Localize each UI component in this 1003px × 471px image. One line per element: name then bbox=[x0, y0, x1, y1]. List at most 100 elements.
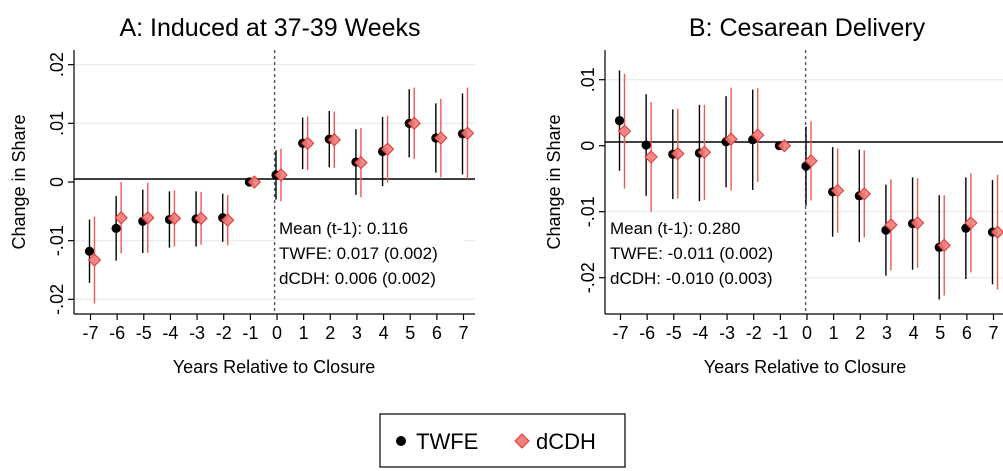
twfe-point bbox=[614, 116, 625, 126]
panel-a-marks bbox=[84, 87, 475, 304]
dcdh-point bbox=[221, 213, 235, 227]
x-tick-label: -4 bbox=[162, 323, 178, 343]
x-tick-label: -1 bbox=[242, 323, 258, 343]
x-tick-label: 1 bbox=[829, 323, 839, 343]
x-tick-label: 5 bbox=[405, 323, 415, 343]
y-tick-label: -.02 bbox=[47, 284, 67, 315]
panel-b-xlabel: Years Relative to Closure bbox=[704, 357, 906, 377]
panel-b-title: B: Cesarean Delivery bbox=[689, 14, 926, 42]
panel-b-ylabel: Change in Share bbox=[544, 114, 564, 249]
x-tick-label: 0 bbox=[272, 323, 282, 343]
dcdh-point bbox=[937, 238, 951, 253]
dcdh-point bbox=[910, 216, 925, 230]
panel-b-y-ticks: -.02 -.01 0 .01 bbox=[578, 67, 605, 293]
panel-b-annotation-box bbox=[608, 212, 800, 294]
x-tick-label: 4 bbox=[379, 323, 389, 343]
dcdh-point bbox=[87, 253, 102, 267]
legend-dcdh-marker bbox=[514, 433, 530, 449]
legend-twfe-marker bbox=[396, 436, 406, 446]
panel-a-annotation-box bbox=[276, 212, 464, 294]
x-tick-label: 6 bbox=[962, 323, 972, 343]
dcdh-point bbox=[697, 145, 712, 160]
legend-twfe-label: TWFE bbox=[416, 429, 478, 454]
dcdh-point bbox=[671, 146, 685, 161]
dcdh-point bbox=[434, 131, 448, 145]
dcdh-point bbox=[830, 183, 845, 198]
x-tick-label: 3 bbox=[352, 323, 362, 343]
x-tick-label: -6 bbox=[109, 323, 125, 343]
panel-b-marks bbox=[614, 70, 1003, 300]
x-tick-label: 2 bbox=[325, 323, 335, 343]
dcdh-point bbox=[380, 142, 395, 156]
y-tick-label: 0 bbox=[47, 177, 67, 187]
panel-b-note-twfe: TWFE: -0.011 (0.002) bbox=[610, 244, 773, 263]
x-tick-label: 3 bbox=[882, 323, 892, 343]
x-tick-label: -7 bbox=[612, 323, 628, 343]
y-tick-label: .01 bbox=[47, 111, 67, 136]
dcdh-point bbox=[247, 175, 262, 189]
panel-a-title: A: Induced at 37-39 Weeks bbox=[119, 14, 420, 42]
dcdh-point bbox=[167, 211, 182, 226]
x-tick-label: -6 bbox=[639, 323, 655, 343]
dcdh-point bbox=[141, 211, 155, 225]
dcdh-point bbox=[751, 128, 765, 142]
y-tick-label: -.01 bbox=[47, 225, 67, 256]
x-tick-label: 1 bbox=[299, 323, 309, 343]
dcdh-point bbox=[804, 154, 818, 168]
x-tick-label: 7 bbox=[458, 323, 468, 343]
x-tick-label: -2 bbox=[216, 323, 232, 343]
dcdh-point bbox=[300, 136, 315, 150]
panel-b-note-dcdh: dCDH: -0.010 (0.003) bbox=[610, 269, 773, 288]
x-tick-label: -3 bbox=[719, 323, 735, 343]
y-tick-label: .02 bbox=[47, 52, 67, 77]
x-tick-label: 6 bbox=[432, 323, 442, 343]
dcdh-point bbox=[990, 225, 1003, 239]
y-tick-label: -.01 bbox=[578, 196, 598, 227]
legend: TWFE dCDH bbox=[379, 413, 626, 468]
twfe-point bbox=[111, 223, 121, 233]
panel-a-note-mean: Mean (t-1): 0.116 bbox=[279, 219, 408, 238]
y-tick-label: .01 bbox=[578, 67, 598, 92]
panel-a-y-ticks: -.02 -.01 0 .01 .02 bbox=[47, 52, 74, 315]
panel-b: B: Cesarean Delivery -.02 -.01 0 .01 -7 -6 -5… bbox=[544, 14, 1003, 377]
x-tick-label: 4 bbox=[909, 323, 919, 343]
dcdh-point bbox=[354, 155, 368, 170]
dcdh-point bbox=[407, 116, 421, 131]
panel-a-note-dcdh: dCDH: 0.006 (0.002) bbox=[279, 269, 436, 288]
panel-a-note-twfe: TWFE: 0.017 (0.002) bbox=[279, 244, 438, 263]
dcdh-point bbox=[884, 218, 898, 232]
dcdh-point bbox=[327, 133, 341, 147]
x-tick-label: -7 bbox=[82, 323, 98, 343]
x-tick-label: -5 bbox=[136, 323, 152, 343]
x-tick-label: 5 bbox=[935, 323, 945, 343]
dcdh-point bbox=[724, 132, 738, 146]
panel-a-xlabel: Years Relative to Closure bbox=[173, 357, 375, 377]
twfe-point bbox=[641, 140, 651, 150]
x-tick-label: 0 bbox=[802, 323, 812, 343]
x-tick-label: -3 bbox=[189, 323, 205, 343]
panel-a-ylabel: Change in Share bbox=[9, 114, 29, 249]
panel-a: A: Induced at 37-39 Weeks -.02 -.01 0 .01 .0… bbox=[9, 14, 475, 377]
dcdh-point bbox=[194, 211, 208, 226]
legend-dcdh-label: dCDH bbox=[536, 429, 596, 454]
y-tick-label: -.02 bbox=[578, 262, 598, 293]
dcdh-point bbox=[964, 216, 978, 230]
x-tick-label: 7 bbox=[988, 323, 998, 343]
dcdh-point bbox=[114, 211, 128, 225]
x-tick-label: -5 bbox=[666, 323, 682, 343]
y-tick-label: 0 bbox=[578, 141, 598, 151]
x-tick-label: -2 bbox=[746, 323, 762, 343]
panel-b-x-ticks: -7 -6 -5 -4 -3 -2 -1 0 1 2 3 4 5 6 7 bbox=[612, 314, 999, 343]
x-tick-label: 2 bbox=[855, 323, 865, 343]
panel-b-note-mean: Mean (t-1): 0.280 bbox=[610, 219, 740, 238]
x-tick-label: -1 bbox=[772, 323, 788, 343]
twfe-point bbox=[84, 246, 95, 256]
dcdh-point bbox=[777, 138, 792, 153]
dcdh-point bbox=[460, 126, 475, 141]
dcdh-point bbox=[857, 187, 871, 201]
x-tick-label: -4 bbox=[692, 323, 708, 343]
dcdh-point bbox=[644, 150, 658, 164]
dcdh-point bbox=[274, 168, 288, 182]
legend-box bbox=[379, 413, 626, 468]
